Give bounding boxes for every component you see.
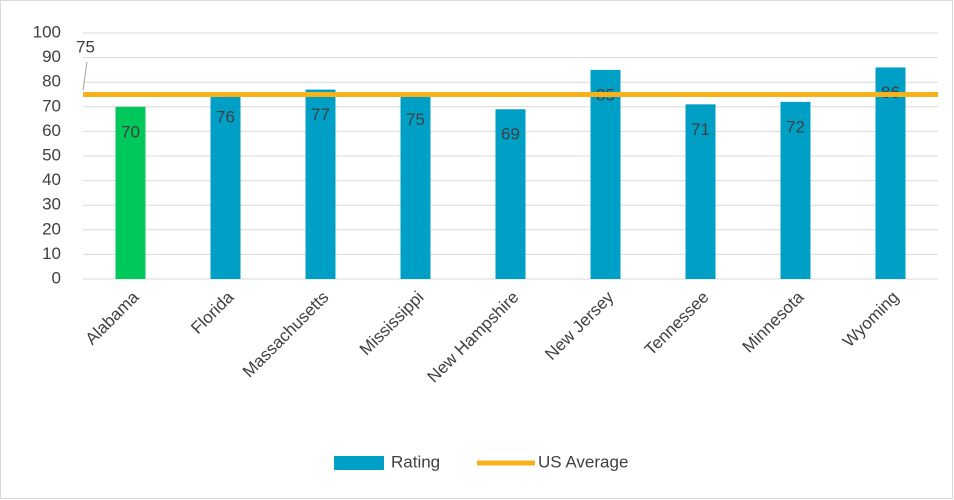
y-tick-label: 100 (33, 22, 61, 41)
bar (115, 106, 146, 279)
data-label: 75 (406, 110, 425, 129)
y-tick-label: 60 (42, 121, 61, 140)
y-tick-label: 80 (42, 72, 61, 91)
data-label: 76 (216, 108, 235, 127)
legend-label: Rating (391, 452, 440, 471)
average-label: 75 (76, 37, 95, 56)
y-tick-label: 40 (42, 170, 61, 189)
y-tick-label: 0 (52, 268, 61, 287)
bar (305, 89, 336, 279)
legend-swatch (334, 456, 384, 470)
average-label-leader (82, 61, 88, 91)
bar (400, 94, 431, 279)
data-label: 72 (786, 117, 805, 136)
legend-label: US Average (538, 452, 628, 471)
bar (210, 92, 241, 279)
y-tick-label: 70 (42, 96, 61, 115)
y-tick-label: 90 (42, 47, 61, 66)
y-tick-label: 50 (42, 145, 61, 164)
bar (495, 109, 526, 279)
data-label: 69 (501, 125, 520, 144)
bar (780, 101, 811, 279)
bar (590, 69, 621, 280)
bar (875, 67, 906, 279)
y-tick-label: 30 (42, 195, 61, 214)
data-label: 77 (311, 105, 330, 124)
bar (685, 104, 716, 279)
data-label: 71 (691, 120, 710, 139)
y-tick-label: 10 (42, 244, 61, 263)
y-tick-label: 20 (42, 219, 61, 238)
data-label: 70 (121, 122, 140, 141)
